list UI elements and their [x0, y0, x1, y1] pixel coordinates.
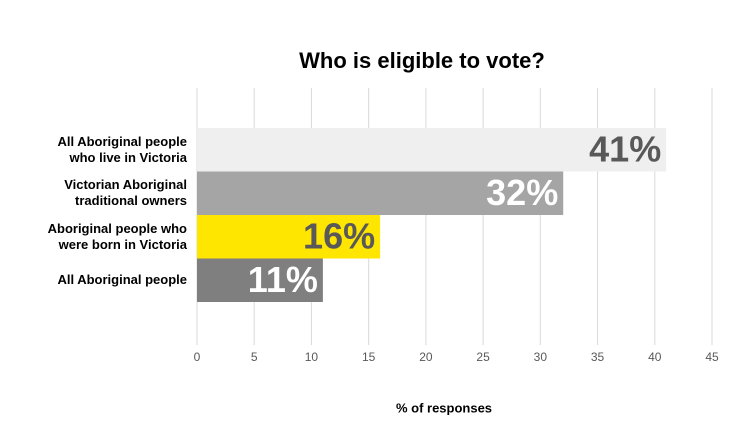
y-tick-label: Victorian Aboriginal traditional owners [64, 177, 187, 209]
x-tick-label: 0 [194, 350, 201, 364]
bar [197, 128, 667, 172]
value-label: 32% [486, 172, 558, 213]
x-tick-label: 45 [705, 350, 719, 364]
x-tick-label: 20 [419, 350, 433, 364]
x-tick-label: 15 [362, 350, 376, 364]
value-label: 41% [589, 128, 661, 169]
chart-title: Who is eligible to vote? [299, 48, 545, 73]
bar [197, 171, 564, 215]
bar [197, 258, 323, 302]
x-tick-label: 5 [251, 350, 258, 364]
x-tick-label: 25 [476, 350, 490, 364]
y-tick-label: All Aboriginal people who live in Victor… [57, 133, 187, 165]
x-tick-label: 30 [534, 350, 548, 364]
value-label: 11% [248, 259, 318, 300]
x-tick-label: 10 [305, 350, 319, 364]
y-tick-label: All Aboriginal people [57, 272, 187, 288]
x-tick-label: 40 [648, 350, 662, 364]
x-tick-label: 35 [591, 350, 605, 364]
value-label: 16% [303, 215, 375, 256]
x-axis-title: % of responses [396, 400, 492, 415]
y-tick-label: Aboriginal people who were born in Victo… [47, 220, 187, 252]
bar [197, 215, 381, 259]
